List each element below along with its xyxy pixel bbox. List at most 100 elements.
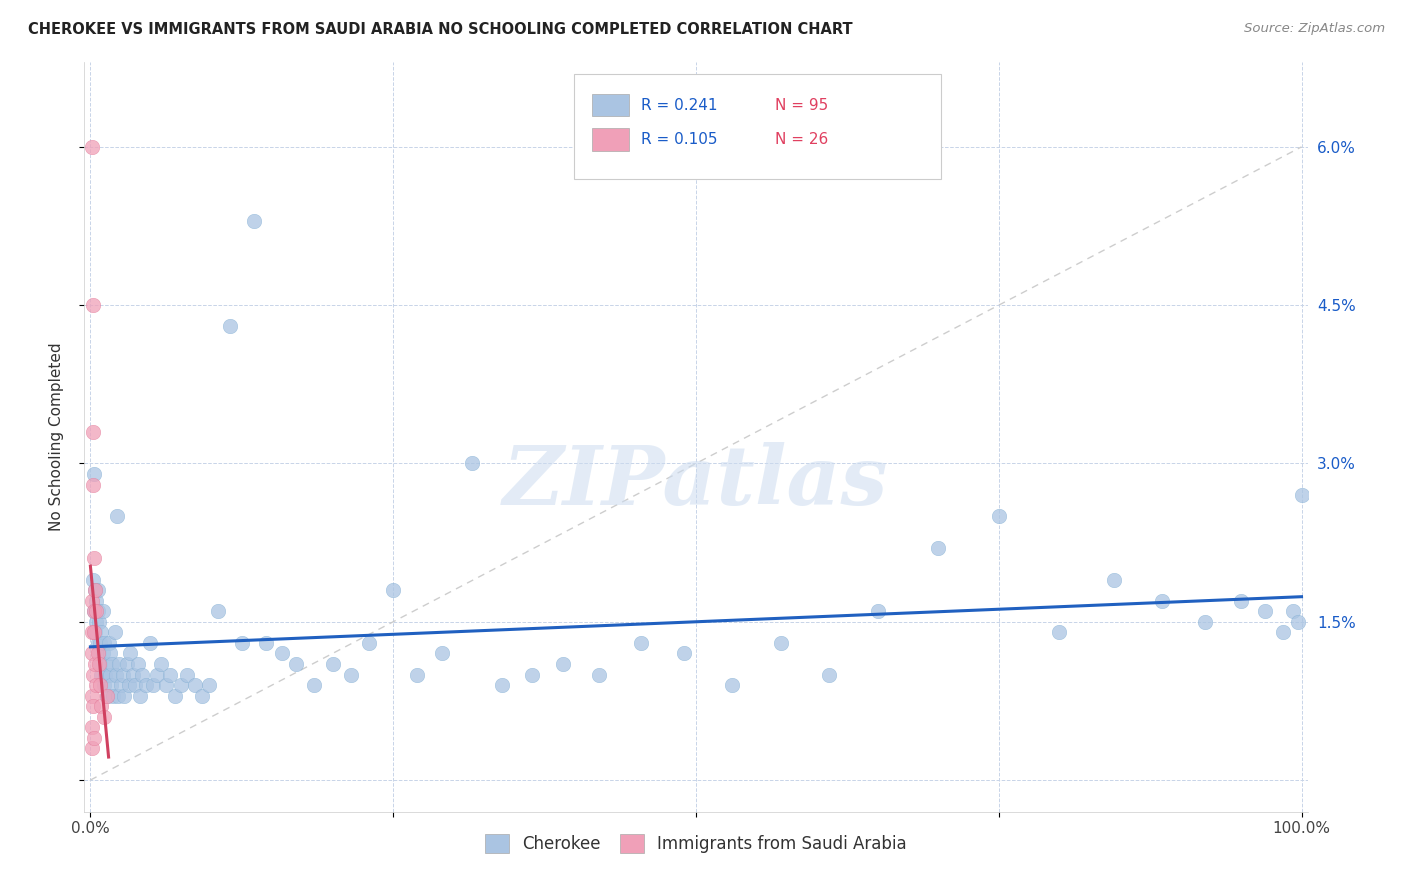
Point <box>86 647 108 661</box>
Point <box>1152 593 1174 607</box>
Text: ZIPatlas: ZIPatlas <box>503 442 889 522</box>
Point <box>82 425 104 439</box>
Point <box>866 604 889 618</box>
Point <box>83 604 105 618</box>
Point <box>91 604 114 618</box>
Point <box>159 667 181 681</box>
Point <box>127 657 149 671</box>
Point <box>149 657 172 671</box>
Point <box>82 573 104 587</box>
Point <box>198 678 221 692</box>
Point <box>672 647 695 661</box>
Point <box>124 678 146 692</box>
Point <box>98 667 121 681</box>
Point <box>139 636 162 650</box>
Point <box>131 667 153 681</box>
Point <box>430 647 453 661</box>
Point <box>86 615 108 629</box>
Point <box>84 625 107 640</box>
Point <box>176 667 198 681</box>
Point <box>80 741 103 756</box>
Point <box>82 477 104 491</box>
Point <box>818 667 841 681</box>
Point <box>170 678 193 692</box>
Point <box>1282 604 1305 618</box>
Point <box>107 689 129 703</box>
Point <box>86 678 108 692</box>
Point <box>769 636 792 650</box>
Point <box>82 667 104 681</box>
Text: N = 26: N = 26 <box>776 132 828 147</box>
Point <box>86 604 108 618</box>
Point <box>105 509 128 524</box>
Point <box>93 710 115 724</box>
Point <box>630 636 652 650</box>
Point <box>1230 593 1253 607</box>
Point <box>382 583 405 598</box>
Point <box>96 657 118 671</box>
Point <box>83 625 105 640</box>
Point <box>112 667 135 681</box>
Point <box>82 298 104 312</box>
Point <box>1047 625 1070 640</box>
Point <box>142 678 165 692</box>
Point <box>80 625 103 640</box>
Point <box>82 699 104 714</box>
Point <box>89 678 111 692</box>
Point <box>270 647 292 661</box>
Point <box>80 689 103 703</box>
Point <box>551 657 574 671</box>
Point <box>340 667 363 681</box>
Point <box>1254 604 1277 618</box>
FancyBboxPatch shape <box>592 128 628 151</box>
Point <box>155 678 177 692</box>
Point <box>491 678 513 692</box>
Point <box>1272 625 1295 640</box>
Point <box>304 678 326 692</box>
Point <box>86 583 108 598</box>
Y-axis label: No Schooling Completed: No Schooling Completed <box>49 343 63 532</box>
Point <box>927 541 949 555</box>
Point <box>146 667 169 681</box>
Point <box>84 583 107 598</box>
Point <box>112 689 135 703</box>
Point <box>80 593 103 607</box>
Point <box>93 678 115 692</box>
Point <box>86 604 108 618</box>
Point <box>135 678 157 692</box>
Point <box>1102 573 1125 587</box>
Point <box>89 657 111 671</box>
Point <box>1286 615 1309 629</box>
Point <box>80 140 103 154</box>
Point <box>98 647 121 661</box>
Point <box>120 647 142 661</box>
Point <box>80 647 103 661</box>
Point <box>987 509 1010 524</box>
Point <box>588 667 610 681</box>
Point <box>721 678 744 692</box>
Point <box>165 689 187 703</box>
Point <box>90 625 112 640</box>
Point <box>129 689 152 703</box>
Point <box>93 636 115 650</box>
FancyBboxPatch shape <box>592 94 628 116</box>
Point <box>207 604 229 618</box>
Point <box>86 636 108 650</box>
Point <box>183 678 205 692</box>
Point <box>96 689 118 703</box>
Point <box>83 551 105 566</box>
Text: N = 95: N = 95 <box>776 97 828 112</box>
Point <box>84 657 107 671</box>
Point <box>118 678 141 692</box>
Point <box>121 667 143 681</box>
Point <box>96 689 118 703</box>
Point <box>100 678 122 692</box>
Point <box>231 636 253 650</box>
Point <box>218 319 240 334</box>
Point <box>83 467 105 481</box>
Point <box>94 667 117 681</box>
Point <box>461 457 484 471</box>
Point <box>191 689 214 703</box>
Point <box>254 636 277 650</box>
Point <box>101 657 124 671</box>
